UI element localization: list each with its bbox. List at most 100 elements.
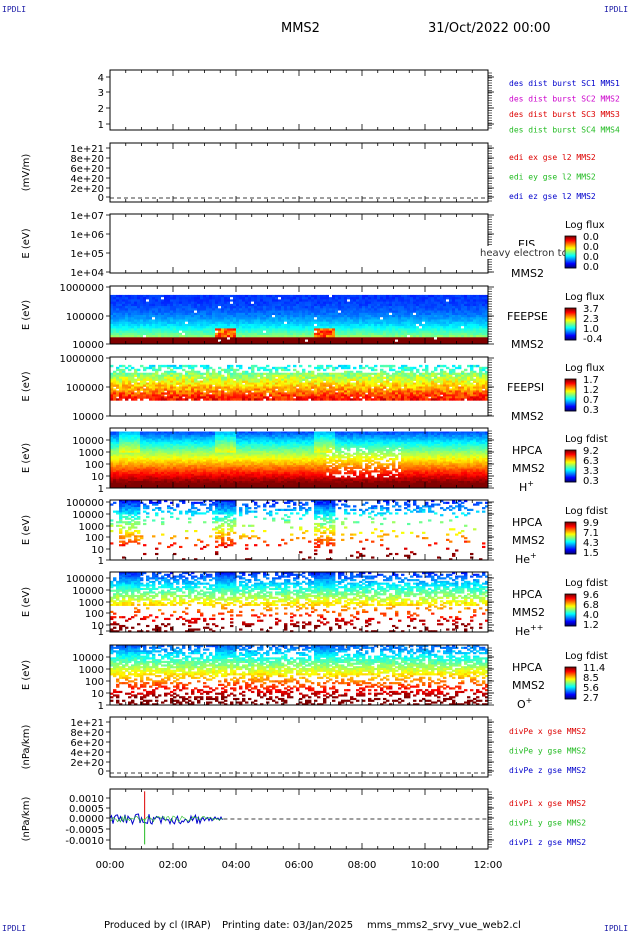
heatmap-cell xyxy=(428,306,432,309)
heatmap-cell xyxy=(140,380,144,383)
corner-tag-top-left: IPDLI xyxy=(2,5,27,14)
heatmap-cell xyxy=(374,364,378,368)
heatmap-cell xyxy=(170,319,174,323)
heatmap-cell xyxy=(452,335,456,338)
heatmap-cell xyxy=(464,337,468,340)
heatmap-cell xyxy=(185,372,189,376)
heatmap-cell xyxy=(218,374,222,378)
heatmap-cell xyxy=(128,390,132,393)
heatmap-cell xyxy=(170,339,174,343)
heatmap-cell xyxy=(140,319,144,323)
heatmap-cell xyxy=(227,386,231,389)
heatmap-cell xyxy=(455,297,459,300)
heatmap-cell xyxy=(155,294,159,298)
heatmap-cell xyxy=(401,312,405,316)
heatmap-cell xyxy=(329,315,333,318)
heatmap-cell xyxy=(272,312,276,316)
heatmap-cell xyxy=(443,341,447,345)
heatmap-cell xyxy=(230,328,234,332)
heatmap-cell xyxy=(461,332,465,336)
heatmap-cell xyxy=(347,317,351,320)
heatmap-cell xyxy=(356,294,360,298)
heatmap-cell xyxy=(191,390,195,393)
heatmap-cell xyxy=(326,323,330,327)
heatmap-cell xyxy=(269,301,273,305)
heatmap-cell xyxy=(407,306,411,309)
heatmap-cell xyxy=(161,382,165,385)
heatmap-cell xyxy=(164,392,168,395)
heatmap-cell xyxy=(218,341,222,345)
heatmap-cell xyxy=(257,319,261,323)
heatmap-cell xyxy=(251,339,255,343)
heatmap-cell xyxy=(188,328,192,332)
colorbar-swatch xyxy=(565,325,576,327)
heatmap-cell xyxy=(170,312,174,316)
heatmap-cell xyxy=(464,328,468,332)
heatmap-cell xyxy=(227,326,231,329)
heatmap-cell xyxy=(212,294,216,298)
heatmap-cell xyxy=(173,376,177,380)
heatmap-cell xyxy=(110,297,114,300)
heatmap-cell xyxy=(173,299,177,303)
heatmap-cell xyxy=(380,332,384,336)
heatmap-cell xyxy=(173,386,177,389)
heatmap-cell xyxy=(215,326,219,329)
heatmap-cell xyxy=(338,398,342,401)
heatmap-cell xyxy=(179,392,183,395)
heatmap-cell xyxy=(398,341,402,345)
heatmap-cell xyxy=(212,392,216,395)
heatmap-cell xyxy=(449,341,453,345)
heatmap-cell xyxy=(170,321,174,325)
heatmap-cell xyxy=(152,386,156,389)
heatmap-cell xyxy=(269,315,273,318)
heatmap-cell xyxy=(428,319,432,323)
heatmap-cell xyxy=(323,339,327,343)
heatmap-cell xyxy=(110,335,114,338)
heatmap-cell xyxy=(134,312,138,316)
heatmap-cell xyxy=(170,303,174,307)
heatmap-cell xyxy=(113,294,117,298)
heatmap-cell xyxy=(221,376,225,380)
heatmap-cell xyxy=(179,374,183,378)
heatmap-cell xyxy=(221,315,225,318)
heatmap-cell xyxy=(374,306,378,309)
heatmap-cell xyxy=(239,323,243,327)
heatmap-cell xyxy=(170,374,174,378)
heatmap-cell xyxy=(452,317,456,320)
heatmap-cell xyxy=(392,321,396,325)
heatmap-cell xyxy=(140,335,144,338)
heatmap-cell xyxy=(338,299,342,303)
heatmap-cell xyxy=(311,306,315,309)
heatmap-cell xyxy=(356,335,360,338)
heatmap-cell xyxy=(116,378,120,381)
heatmap-cell xyxy=(425,398,429,401)
heatmap-cell xyxy=(317,328,321,332)
heatmap-cell xyxy=(215,392,219,395)
heatmap-cell xyxy=(335,306,339,309)
heatmap-cell xyxy=(146,308,150,311)
legend-entry: des dist burst SC1 MMS1 xyxy=(509,79,620,88)
heatmap-cell xyxy=(302,306,306,309)
heatmap-cell xyxy=(197,339,201,343)
heatmap-cell xyxy=(485,312,489,316)
heatmap-cell xyxy=(200,294,204,298)
heatmap-cell xyxy=(140,303,144,307)
heatmap-cell xyxy=(293,323,297,327)
heatmap-cell xyxy=(470,310,474,314)
heatmap-cell xyxy=(227,328,231,332)
heatmap-cell xyxy=(161,378,165,381)
heatmap-cell xyxy=(221,368,225,372)
heatmap-cell xyxy=(428,303,432,307)
heatmap-cell xyxy=(425,332,429,336)
heatmap-cell xyxy=(401,321,405,325)
heatmap-cell xyxy=(164,310,168,314)
heatmap-cell xyxy=(299,301,303,305)
heatmap-cell xyxy=(146,382,150,385)
heatmap-cell xyxy=(149,312,153,316)
heatmap-cell xyxy=(239,299,243,303)
heatmap-cell xyxy=(203,378,207,381)
heatmap-cell xyxy=(218,330,222,334)
heatmap-cell xyxy=(452,332,456,336)
heatmap-cell xyxy=(257,294,261,298)
heatmap-cell xyxy=(209,317,213,320)
